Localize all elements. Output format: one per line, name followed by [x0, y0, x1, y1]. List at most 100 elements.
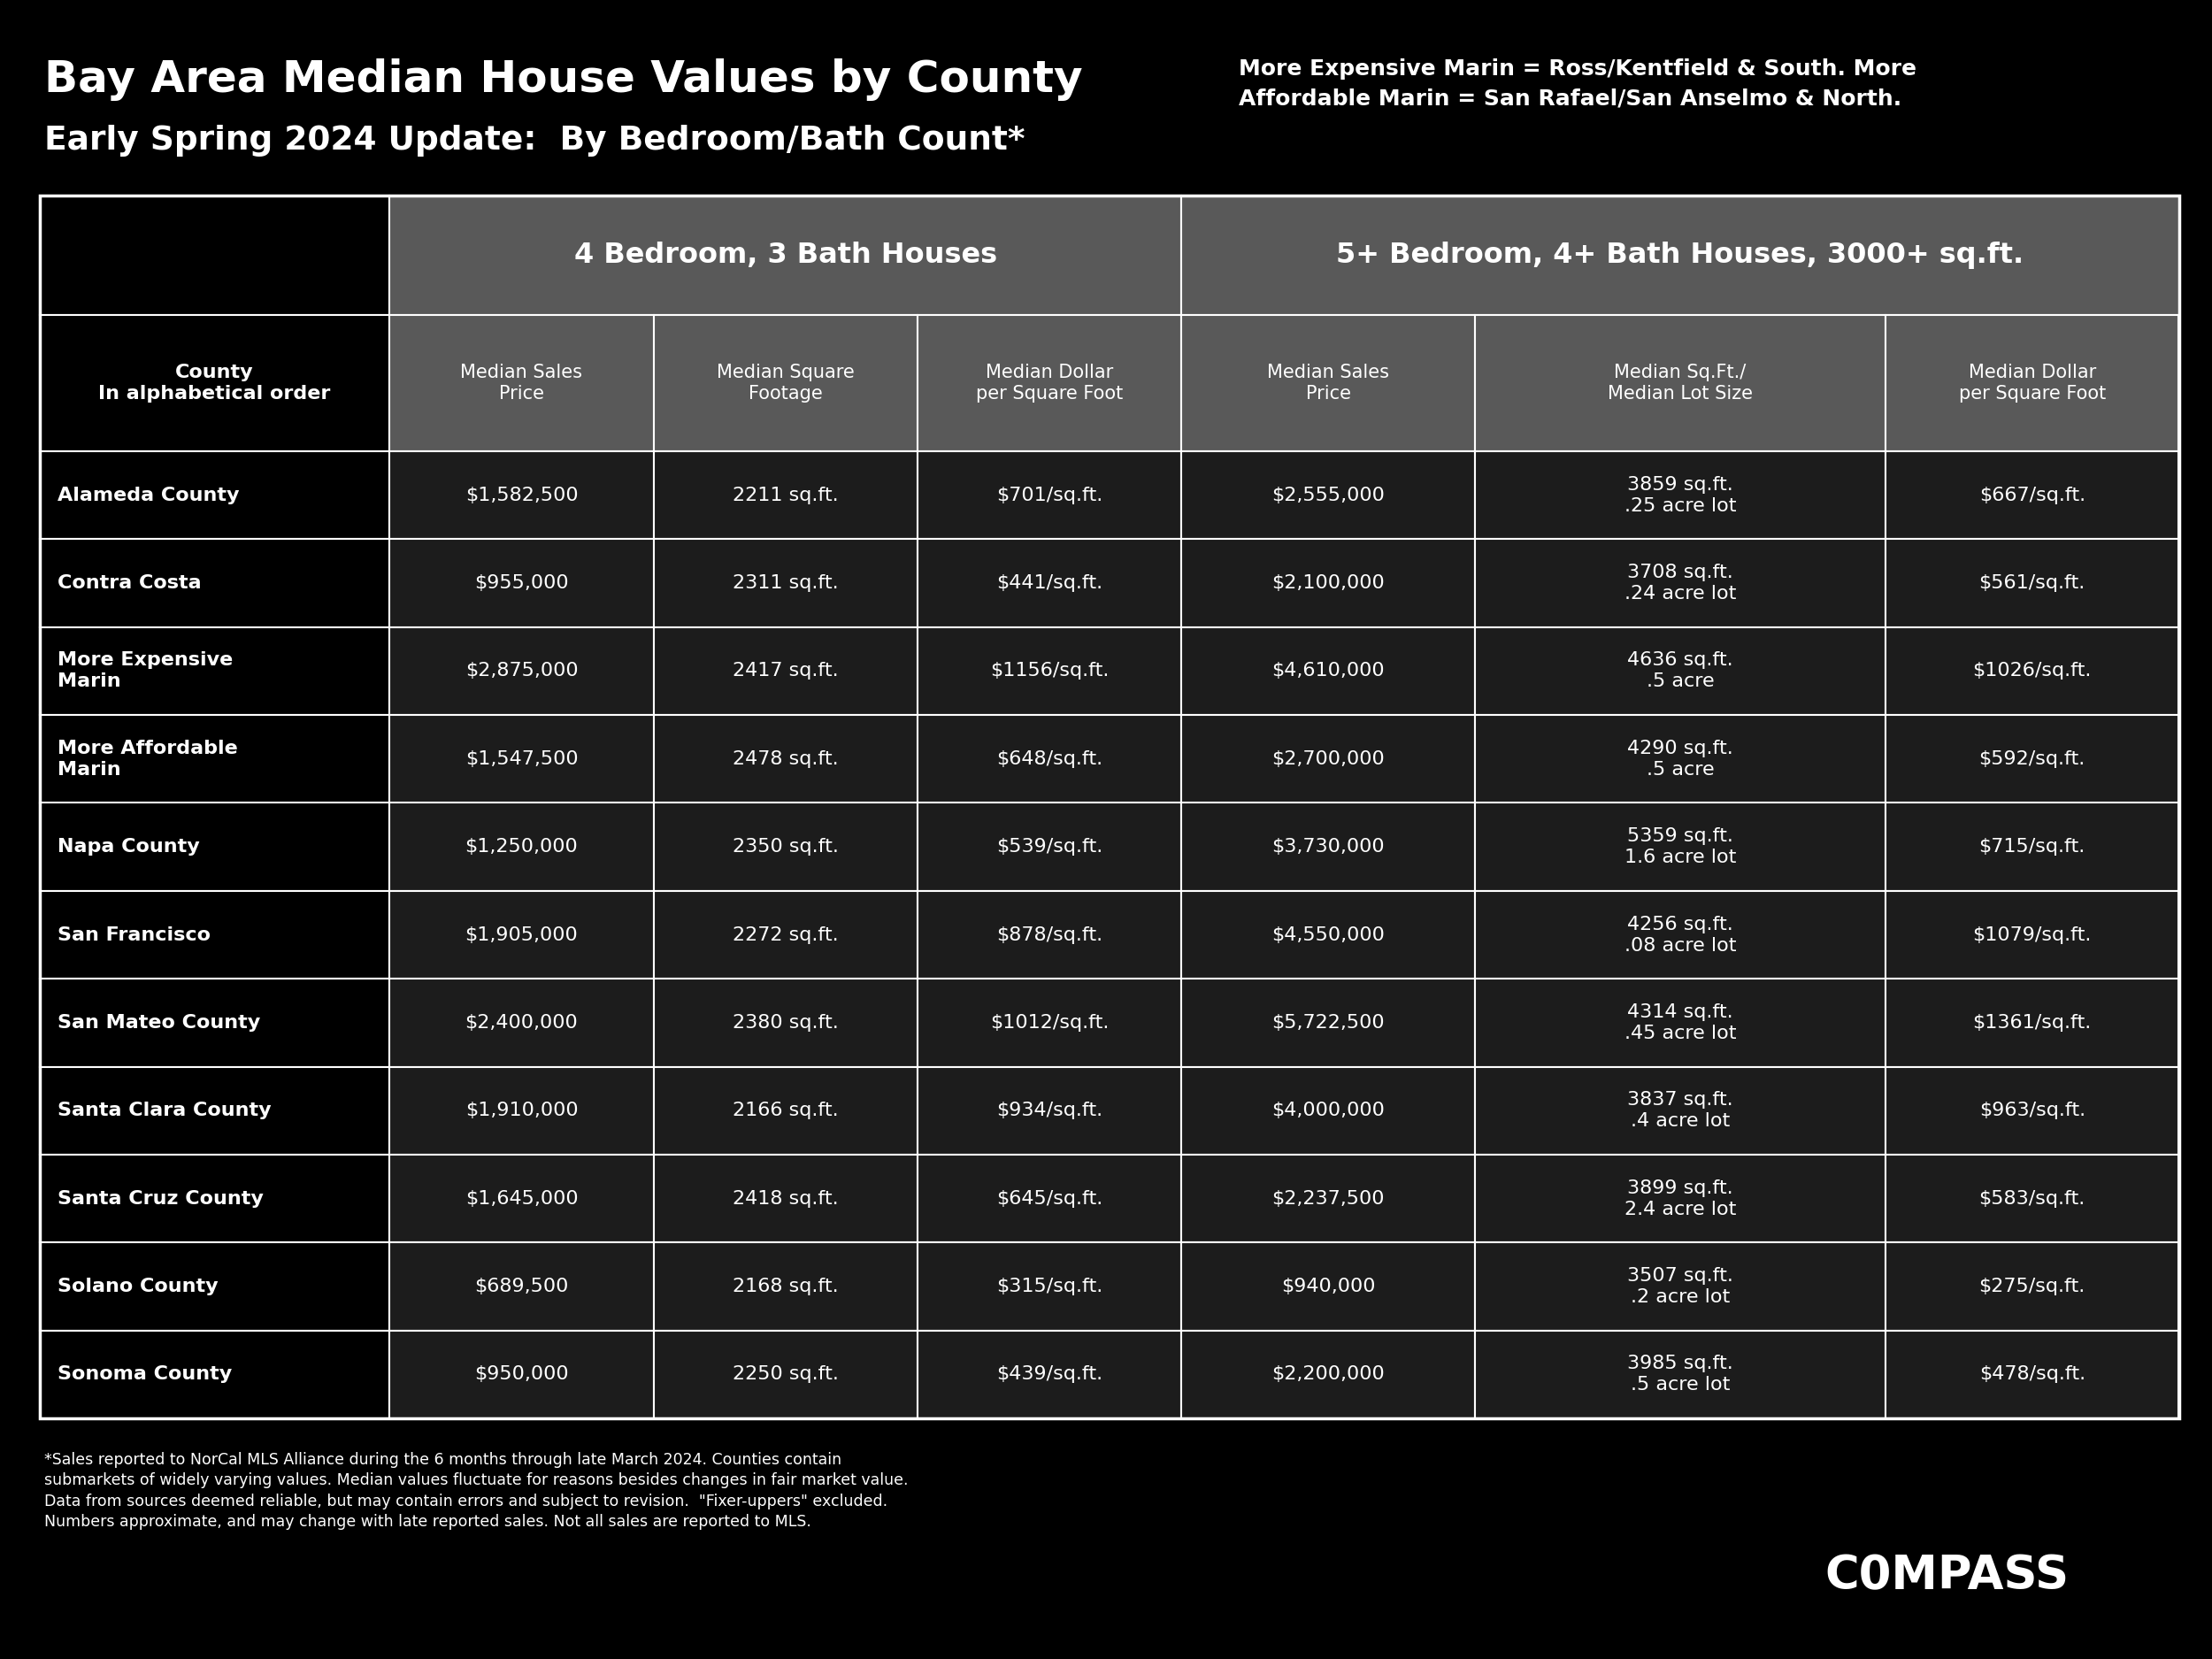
Bar — [389, 196, 1181, 315]
Text: 4290 sq.ft.
.5 acre: 4290 sq.ft. .5 acre — [1628, 740, 1734, 778]
Text: 2380 sq.ft.: 2380 sq.ft. — [732, 1014, 838, 1032]
Text: Contra Costa: Contra Costa — [58, 574, 201, 592]
Bar — [389, 803, 653, 891]
Bar — [1885, 1067, 2179, 1155]
Bar — [1181, 196, 2179, 315]
Bar — [40, 451, 389, 539]
Text: 2211 sq.ft.: 2211 sq.ft. — [732, 486, 838, 504]
Text: $539/sq.ft.: $539/sq.ft. — [995, 838, 1104, 856]
Text: *Sales reported to NorCal MLS Alliance during the 6 months through late March 20: *Sales reported to NorCal MLS Alliance d… — [44, 1452, 909, 1530]
Bar — [1885, 451, 2179, 539]
Text: $1,547,500: $1,547,500 — [465, 750, 577, 768]
Text: Solano County: Solano County — [58, 1277, 219, 1296]
Text: 2350 sq.ft.: 2350 sq.ft. — [732, 838, 838, 856]
Bar — [918, 627, 1181, 715]
Text: $701/sq.ft.: $701/sq.ft. — [995, 486, 1104, 504]
Bar — [653, 1243, 918, 1331]
Bar — [1181, 315, 1475, 451]
Bar — [1885, 539, 2179, 627]
Text: 3859 sq.ft.
.25 acre lot: 3859 sq.ft. .25 acre lot — [1624, 476, 1736, 514]
Text: More Expensive Marin = Ross/Kentfield & South. More
Affordable Marin = San Rafae: More Expensive Marin = Ross/Kentfield & … — [1239, 58, 1916, 109]
Text: Alameda County: Alameda County — [58, 486, 239, 504]
Bar — [653, 451, 918, 539]
Text: $950,000: $950,000 — [473, 1365, 568, 1384]
Bar — [1475, 979, 1885, 1067]
Bar — [40, 315, 389, 451]
Bar — [1181, 1067, 1475, 1155]
Bar — [1181, 1331, 1475, 1418]
Text: $4,000,000: $4,000,000 — [1272, 1102, 1385, 1120]
Bar — [653, 539, 918, 627]
Bar — [918, 891, 1181, 979]
Text: $5,722,500: $5,722,500 — [1272, 1014, 1385, 1032]
Text: $275/sq.ft.: $275/sq.ft. — [1980, 1277, 2086, 1296]
Bar — [389, 451, 653, 539]
Text: Median Square
Footage: Median Square Footage — [717, 363, 854, 403]
Text: More Expensive
Marin: More Expensive Marin — [58, 652, 232, 690]
Text: 2168 sq.ft.: 2168 sq.ft. — [732, 1277, 838, 1296]
Text: $2,400,000: $2,400,000 — [465, 1014, 577, 1032]
Bar — [1885, 1243, 2179, 1331]
Text: $1,910,000: $1,910,000 — [465, 1102, 577, 1120]
Text: Median Dollar
per Square Foot: Median Dollar per Square Foot — [1958, 363, 2106, 403]
Text: 3985 sq.ft.
.5 acre lot: 3985 sq.ft. .5 acre lot — [1628, 1355, 1734, 1394]
Bar — [40, 627, 389, 715]
Bar — [653, 1067, 918, 1155]
Text: C0MPASS: C0MPASS — [1825, 1553, 2068, 1599]
Bar — [389, 315, 653, 451]
Bar — [40, 1067, 389, 1155]
Text: $934/sq.ft.: $934/sq.ft. — [995, 1102, 1102, 1120]
Text: 2250 sq.ft.: 2250 sq.ft. — [732, 1365, 838, 1384]
Text: 5359 sq.ft.
1.6 acre lot: 5359 sq.ft. 1.6 acre lot — [1624, 828, 1736, 866]
Bar — [1475, 1067, 1885, 1155]
Text: 2418 sq.ft.: 2418 sq.ft. — [732, 1190, 838, 1208]
Text: $715/sq.ft.: $715/sq.ft. — [1980, 838, 2086, 856]
Text: Median Dollar
per Square Foot: Median Dollar per Square Foot — [975, 363, 1124, 403]
Text: $4,610,000: $4,610,000 — [1272, 662, 1385, 680]
Bar — [40, 979, 389, 1067]
Text: Median Sq.Ft./
Median Lot Size: Median Sq.Ft./ Median Lot Size — [1608, 363, 1752, 403]
Text: $1,250,000: $1,250,000 — [465, 838, 577, 856]
Text: 5+ Bedroom, 4+ Bath Houses, 3000+ sq.ft.: 5+ Bedroom, 4+ Bath Houses, 3000+ sq.ft. — [1336, 242, 2024, 269]
Text: Early Spring 2024 Update:  By Bedroom/Bath Count*: Early Spring 2024 Update: By Bedroom/Bat… — [44, 124, 1024, 156]
Text: $1079/sq.ft.: $1079/sq.ft. — [1973, 926, 2093, 944]
Bar — [40, 803, 389, 891]
Text: 4636 sq.ft.
.5 acre: 4636 sq.ft. .5 acre — [1628, 652, 1732, 690]
Text: $478/sq.ft.: $478/sq.ft. — [1980, 1365, 2086, 1384]
Text: 2478 sq.ft.: 2478 sq.ft. — [732, 750, 838, 768]
Bar — [918, 803, 1181, 891]
Text: $3,730,000: $3,730,000 — [1272, 838, 1385, 856]
Text: 3837 sq.ft.
.4 acre lot: 3837 sq.ft. .4 acre lot — [1628, 1092, 1732, 1130]
Bar — [1181, 1155, 1475, 1243]
Text: 2417 sq.ft.: 2417 sq.ft. — [732, 662, 838, 680]
Text: $441/sq.ft.: $441/sq.ft. — [995, 574, 1102, 592]
Bar — [389, 627, 653, 715]
Bar — [389, 539, 653, 627]
Text: Santa Cruz County: Santa Cruz County — [58, 1190, 263, 1208]
Bar — [1885, 1155, 2179, 1243]
Text: Sonoma County: Sonoma County — [58, 1365, 232, 1384]
Text: $2,555,000: $2,555,000 — [1272, 486, 1385, 504]
Bar — [918, 1243, 1181, 1331]
Text: $2,100,000: $2,100,000 — [1272, 574, 1385, 592]
Bar — [918, 1067, 1181, 1155]
Bar — [389, 1067, 653, 1155]
Text: $592/sq.ft.: $592/sq.ft. — [1980, 750, 2086, 768]
Bar — [40, 196, 389, 315]
Bar — [1885, 891, 2179, 979]
Text: $645/sq.ft.: $645/sq.ft. — [995, 1190, 1104, 1208]
Bar — [1885, 803, 2179, 891]
Bar — [1885, 315, 2179, 451]
Bar — [1885, 979, 2179, 1067]
Text: $561/sq.ft.: $561/sq.ft. — [1980, 574, 2086, 592]
Bar — [918, 539, 1181, 627]
Bar — [1475, 1155, 1885, 1243]
Bar — [653, 627, 918, 715]
Text: $2,200,000: $2,200,000 — [1272, 1365, 1385, 1384]
Bar — [40, 715, 389, 803]
Text: $667/sq.ft.: $667/sq.ft. — [1980, 486, 2086, 504]
Bar — [40, 1331, 389, 1418]
Text: $940,000: $940,000 — [1281, 1277, 1376, 1296]
Text: Bay Area Median House Values by County: Bay Area Median House Values by County — [44, 58, 1082, 101]
Text: $689,500: $689,500 — [476, 1277, 568, 1296]
